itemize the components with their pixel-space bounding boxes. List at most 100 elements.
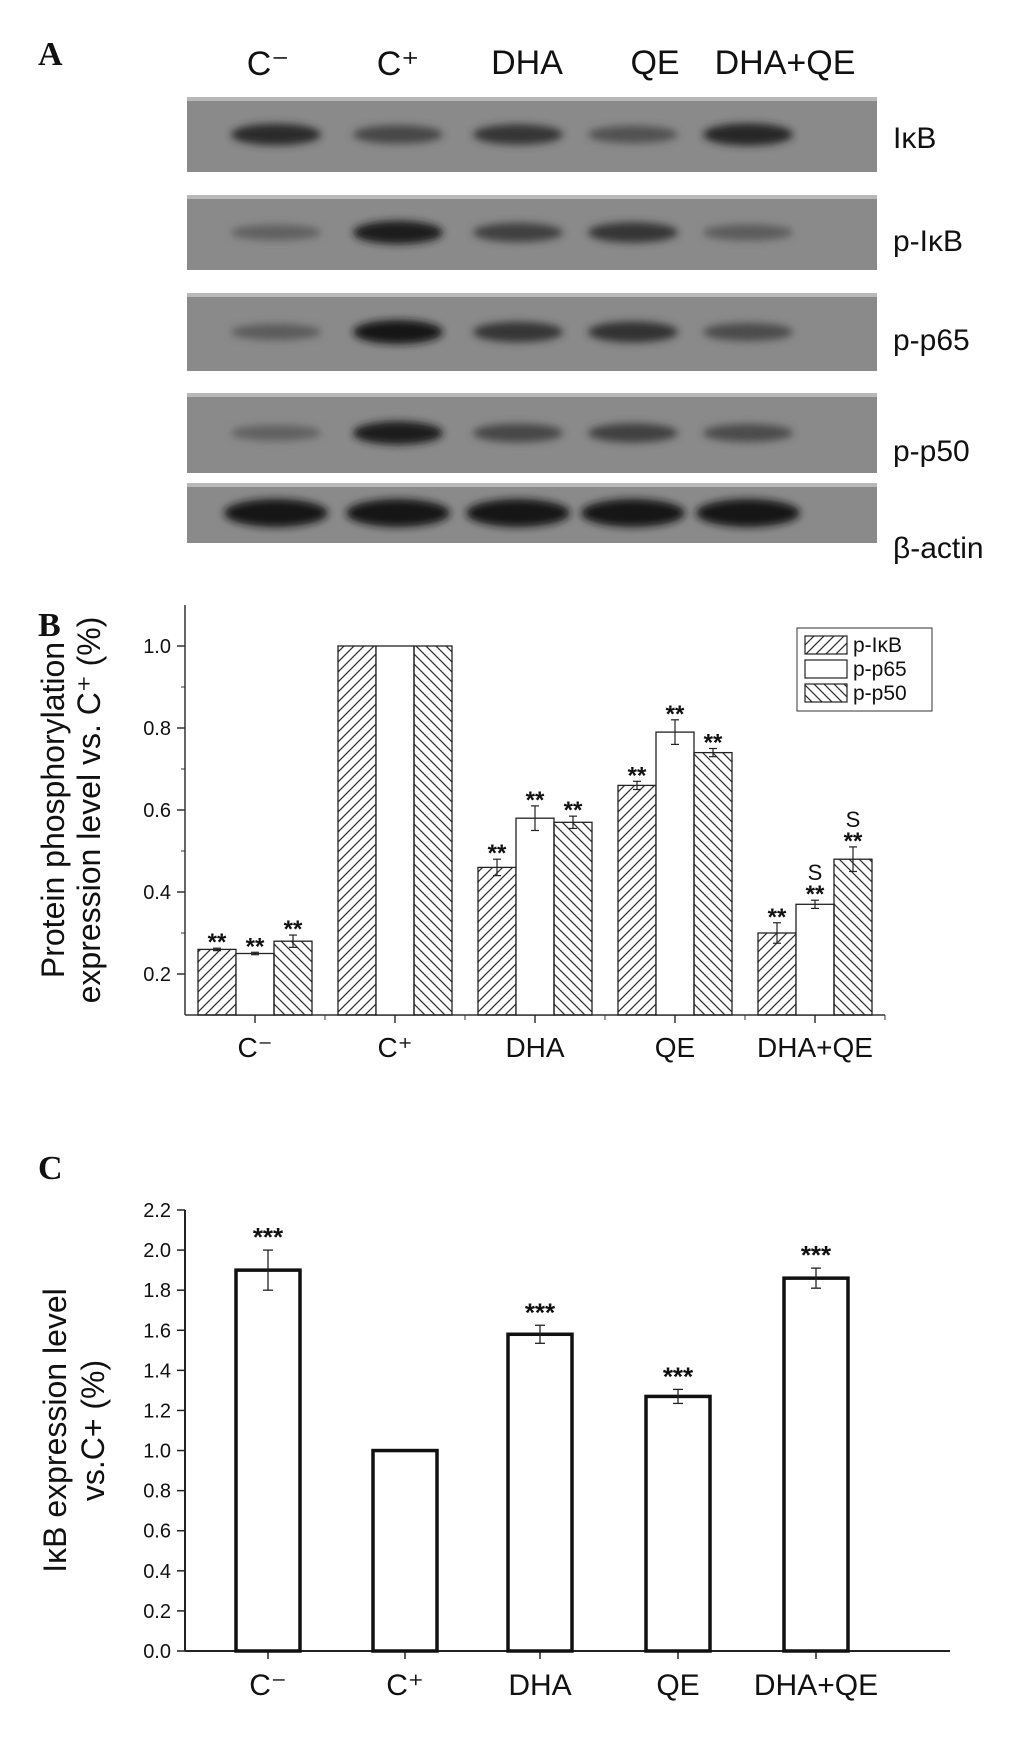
bar [337, 645, 377, 1016]
y-axis-label: vs.C+ (%) [75, 1360, 111, 1501]
blot-band [588, 321, 678, 343]
blot-band [231, 123, 321, 146]
bar [413, 645, 453, 1016]
x-tick-label: C⁻ [238, 1032, 273, 1063]
blot-row-label: p-IκB [893, 225, 964, 258]
y-tick-label: 1.6 [143, 1320, 171, 1342]
blot-band [473, 321, 563, 343]
blot-band [346, 499, 450, 527]
x-tick-label: DHA [508, 1669, 571, 1702]
bar [757, 932, 797, 1016]
y-tick-label: 0.0 [143, 1641, 171, 1663]
x-tick-label: QE [655, 1032, 695, 1063]
significance-mark: S [846, 807, 861, 832]
legend-label: p-IκB [853, 634, 902, 657]
bar [795, 903, 835, 1016]
y-tick-label: 0.8 [143, 718, 171, 740]
significance-mark: S [808, 860, 823, 885]
y-tick-label: 2.2 [143, 1200, 171, 1222]
y-tick-label: 0.2 [143, 964, 171, 986]
chart-b: 0.2 0.4 0.6 0.8 1.0 Protein phosphorylation ex… [35, 605, 933, 1063]
panel-a-letter: A [38, 36, 63, 73]
blot-band [588, 423, 678, 443]
legend-label: p-p65 [853, 658, 907, 681]
y-tick-label: 2.0 [143, 1240, 171, 1262]
blot-band [473, 222, 563, 243]
blot-row-label: p-p50 [893, 435, 970, 468]
bar [655, 731, 695, 1016]
y-tick-label: 0.6 [143, 1521, 171, 1543]
blot-band [703, 424, 793, 442]
blot-band [581, 499, 685, 527]
significance-mark: *** [525, 1297, 556, 1327]
y-tick-label: 1.0 [143, 636, 171, 658]
y-tick-label: 0.8 [143, 1481, 171, 1503]
western-blot [187, 97, 877, 543]
blot-band [703, 224, 793, 241]
significance-mark: ** [208, 929, 227, 956]
blot-strip-edge [187, 293, 877, 297]
bar [477, 866, 517, 1016]
blot-band [473, 124, 563, 145]
blot-band [353, 421, 443, 445]
x-tick-label: C⁻ [249, 1669, 287, 1702]
blot-strip-edge [187, 483, 877, 487]
bar [515, 817, 555, 1016]
y-axis-label: IκB expression level [37, 1288, 73, 1573]
legend-label: p-p50 [853, 682, 907, 705]
y-tick-label: 1.0 [143, 1441, 171, 1463]
lane-label: QE [630, 44, 680, 82]
blot-band [466, 499, 570, 527]
bar [506, 1332, 574, 1653]
bar [371, 1448, 439, 1653]
bar [234, 1268, 302, 1653]
blot-band [588, 222, 678, 243]
bar [617, 784, 657, 1016]
x-tick-label: DHA+QE [754, 1669, 878, 1702]
bar [693, 751, 733, 1016]
blot-band [231, 323, 321, 341]
significance-mark: ** [488, 840, 507, 867]
blot-band [231, 425, 321, 441]
blot-band [353, 220, 443, 245]
y-tick-label: 1.2 [143, 1400, 171, 1422]
blot-band [224, 499, 328, 527]
blot-row-label: β-actin [893, 532, 984, 565]
blot-row-label: IκB [893, 122, 937, 155]
y-tick-label: 0.6 [143, 800, 171, 822]
bar [235, 952, 275, 1016]
significance-mark: ** [284, 916, 303, 943]
x-tick-label: QE [656, 1669, 699, 1702]
y-axis-label: expression level vs. C⁺ (%) [71, 617, 107, 1004]
blot-strip-edge [187, 393, 877, 397]
x-tick-label: C⁺ [386, 1669, 424, 1702]
bar [644, 1394, 712, 1653]
bar [553, 821, 593, 1016]
significance-mark: *** [801, 1240, 832, 1270]
panel-c-letter: C [38, 1150, 63, 1187]
significance-mark: ** [526, 787, 545, 814]
legend-swatch [804, 635, 848, 655]
x-tick-label: C⁺ [378, 1032, 413, 1063]
blot-strip-edge [187, 97, 877, 101]
y-axis-label: Protein phosphorylation [35, 642, 71, 978]
lane-label: C⁺ [376, 45, 420, 83]
y-tick-label: 1.4 [143, 1360, 171, 1382]
blot-band [588, 125, 678, 144]
bar [197, 948, 237, 1016]
blot-band [703, 323, 793, 341]
lane-label: DHA [491, 44, 563, 82]
blot-band [353, 125, 443, 144]
bar [273, 940, 313, 1016]
chart-c: 0.0 0.2 0.4 0.6 0.8 1.0 1.2 1.4 1.6 1.8 2.0 2.2 IκB … [37, 1200, 950, 1702]
lane-label: DHA+QE [714, 44, 856, 82]
y-tick-label: 0.4 [143, 1561, 171, 1583]
legend-swatch [804, 659, 848, 679]
significance-mark: ** [628, 762, 647, 789]
legend-swatch [804, 683, 848, 703]
x-tick-label: DHA [505, 1032, 564, 1063]
significance-mark: *** [253, 1222, 284, 1252]
significance-mark: ** [666, 701, 685, 728]
blot-band [473, 423, 563, 443]
bar [833, 858, 873, 1016]
